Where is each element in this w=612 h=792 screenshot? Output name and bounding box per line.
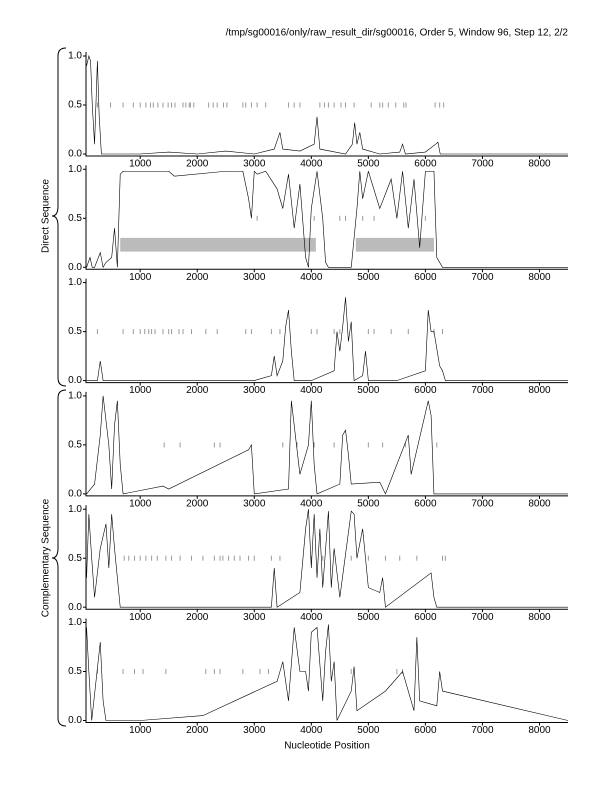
- region: [120, 237, 316, 252]
- x-tick-label: 2000: [186, 499, 209, 510]
- group-brace: [51, 389, 67, 727]
- x-tick-label: 7000: [471, 499, 494, 510]
- y-tick-label: 1.0: [68, 504, 82, 515]
- x-tick-label: 5000: [357, 385, 380, 396]
- y-tick-label: 0.0: [68, 149, 82, 160]
- trace: [86, 54, 568, 155]
- y-tick-label: 1.0: [68, 51, 82, 62]
- x-tick-label: 8000: [528, 272, 551, 283]
- trace: [86, 624, 569, 721]
- y-tick-label: 1.0: [68, 164, 82, 175]
- x-tick-label: 1000: [129, 612, 152, 623]
- x-tick-label: 2000: [186, 612, 209, 623]
- x-tick-label: 4000: [300, 725, 323, 736]
- x-tick-label: 7000: [471, 725, 494, 736]
- y-tick-label: 0.0: [68, 262, 82, 273]
- y-tick-label: 0.5: [68, 326, 82, 337]
- y-tick-label: 0.0: [68, 375, 82, 386]
- page-title: /tmp/sg00016/only/raw_result_dir/sg00016…: [226, 28, 569, 39]
- y-tick-label: 0.0: [68, 602, 82, 613]
- x-tick-label: 2000: [186, 159, 209, 170]
- x-tick-label: 7000: [471, 385, 494, 396]
- y-tick-label: 0.5: [68, 213, 82, 224]
- x-tick-label: 1000: [129, 272, 152, 283]
- x-tick-label: 3000: [243, 159, 266, 170]
- x-tick-label: 3000: [243, 725, 266, 736]
- y-tick-label: 1.0: [68, 391, 82, 402]
- axis-frame: [85, 505, 568, 610]
- y-tick-label: 0.5: [68, 100, 82, 111]
- x-tick-label: 6000: [414, 385, 437, 396]
- group-label: Complementary Sequence: [41, 498, 52, 617]
- x-tick-label: 2000: [186, 385, 209, 396]
- y-tick-label: 0.5: [68, 553, 82, 564]
- x-tick-label: 7000: [471, 272, 494, 283]
- x-tick-label: 3000: [243, 499, 266, 510]
- x-tick-label: 8000: [528, 725, 551, 736]
- x-tick-label: 3000: [243, 612, 266, 623]
- trace: [86, 297, 568, 382]
- x-tick-label: 5000: [357, 612, 380, 623]
- x-tick-label: 2000: [186, 725, 209, 736]
- x-tick-label: 3000: [243, 385, 266, 396]
- x-tick-label: 5000: [357, 499, 380, 510]
- x-tick-label: 1000: [129, 385, 152, 396]
- y-tick-label: 0.5: [68, 666, 82, 677]
- x-tick-label: 8000: [528, 385, 551, 396]
- x-tick-label: 7000: [471, 159, 494, 170]
- x-tick-label: 1000: [129, 159, 152, 170]
- x-tick-label: 1000: [129, 499, 152, 510]
- x-tick-label: 8000: [528, 612, 551, 623]
- x-axis-label: Nucleotide Position: [284, 741, 370, 752]
- x-tick-label: 5000: [357, 272, 380, 283]
- x-tick-label: 3000: [243, 272, 266, 283]
- axis-frame: [85, 165, 568, 270]
- x-tick-label: 4000: [300, 612, 323, 623]
- x-tick-label: 4000: [300, 272, 323, 283]
- x-tick-label: 5000: [357, 159, 380, 170]
- axis-frame: [85, 52, 568, 157]
- axis-frame: [85, 278, 568, 384]
- y-tick-label: 1.0: [68, 617, 82, 628]
- x-tick-label: 6000: [414, 725, 437, 736]
- x-tick-label: 8000: [528, 499, 551, 510]
- x-tick-label: 8000: [528, 159, 551, 170]
- x-tick-label: 2000: [186, 272, 209, 283]
- x-tick-label: 4000: [300, 385, 323, 396]
- x-tick-label: 6000: [414, 159, 437, 170]
- x-tick-label: 4000: [300, 159, 323, 170]
- x-tick-label: 1000: [129, 725, 152, 736]
- axis-frame: [85, 618, 568, 723]
- x-tick-label: 6000: [414, 499, 437, 510]
- group-brace: [51, 47, 67, 387]
- y-tick-label: 0.0: [68, 715, 82, 726]
- x-tick-label: 7000: [471, 612, 494, 623]
- trace: [86, 509, 568, 608]
- x-tick-label: 4000: [300, 499, 323, 510]
- x-tick-label: 6000: [414, 612, 437, 623]
- y-tick-label: 0.5: [68, 440, 82, 451]
- trace: [86, 395, 568, 495]
- axis-frame: [85, 391, 568, 497]
- region: [355, 237, 434, 252]
- y-tick-label: 1.0: [68, 277, 82, 288]
- x-tick-label: 6000: [414, 272, 437, 283]
- y-tick-label: 0.0: [68, 489, 82, 500]
- group-label: Direct Sequence: [41, 179, 52, 253]
- trace: [86, 170, 568, 269]
- x-tick-label: 5000: [357, 725, 380, 736]
